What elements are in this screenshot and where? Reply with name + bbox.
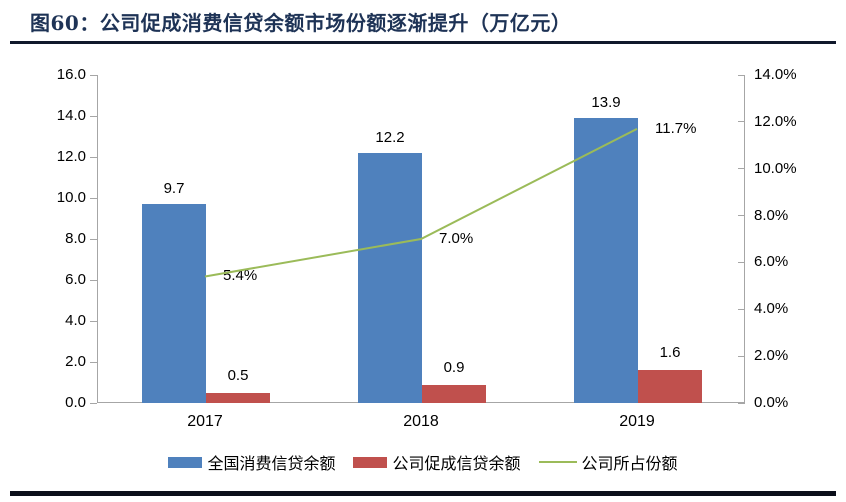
right-axis-tick-label: 0.0% — [754, 394, 789, 411]
figure-title: 图60：公司促成消费信贷余额市场份额逐渐提升（万亿元） — [30, 11, 572, 35]
line-value-label: 11.7% — [655, 119, 697, 137]
legend-item-market-share: 公司所占份额 — [538, 450, 678, 474]
left-axis-tick — [90, 156, 97, 158]
right-axis-tick-label: 10.0% — [754, 159, 797, 177]
right-axis-tick-label: 14.0% — [754, 66, 797, 83]
right-axis-tick — [738, 355, 745, 357]
bottom-rule — [10, 491, 836, 496]
x-axis-label: 2017 — [187, 413, 223, 430]
left-axis-tick — [90, 279, 97, 281]
bar-company-facilitated-credit — [638, 370, 702, 403]
left-axis-tick — [90, 361, 97, 363]
legend-label-company: 公司促成信贷余额 — [392, 454, 521, 473]
right-axis-tick — [738, 215, 745, 217]
right-axis-tick-label: 8.0% — [754, 206, 789, 224]
left-axis-tick-label: 10.0 — [56, 189, 86, 206]
bar-value-label: 9.7 — [163, 180, 185, 198]
right-axis-tick — [738, 261, 745, 263]
x-axis-label: 2019 — [619, 413, 655, 430]
line-value-label: 5.4% — [223, 267, 258, 285]
left-axis-tick — [90, 197, 97, 199]
right-axis-tick-label: 4.0% — [754, 300, 789, 318]
bar-value-label: 1.6 — [659, 344, 681, 362]
bar-national-consumer-credit — [142, 204, 206, 403]
right-axis-tick-label: 2.0% — [754, 347, 789, 365]
bar-company-facilitated-credit — [206, 392, 270, 403]
left-axis-tick-label: 14.0 — [56, 107, 86, 124]
left-axis-tick-label: 2.0 — [65, 353, 86, 370]
bar-value-label: 12.2 — [375, 128, 405, 146]
left-axis-tick — [90, 115, 97, 117]
right-axis-tick-label: 12.0% — [754, 112, 797, 130]
left-axis-tick-label: 12.0 — [56, 148, 86, 165]
chart-legend: 全国消费信贷余额 公司促成信贷余额 公司所占份额 — [0, 450, 846, 474]
left-axis-tick-label: 16.0 — [56, 66, 86, 83]
legend-label-national: 全国消费信贷余额 — [207, 454, 336, 473]
right-axis-tick — [738, 74, 745, 76]
left-axis-tick — [90, 320, 97, 322]
legend-item-company-credit: 公司促成信贷余额 — [353, 450, 521, 474]
legend-swatch-national — [168, 456, 203, 468]
x-axis-label: 2018 — [403, 413, 439, 430]
line-value-label: 7.0% — [439, 230, 474, 247]
left-axis-tick-label: 4.0 — [65, 312, 86, 329]
legend-label-share: 公司所占份额 — [581, 454, 678, 473]
legend-item-national-credit: 全国消费信贷余额 — [168, 450, 335, 474]
legend-swatch-company — [353, 456, 388, 468]
bar-value-label: 13.9 — [591, 94, 621, 112]
left-axis-tick-label: 8.0 — [65, 230, 86, 247]
right-axis-tick — [738, 308, 745, 310]
legend-swatch-share-line — [538, 461, 577, 463]
bar-value-label: 0.5 — [227, 366, 249, 384]
title-underline — [10, 41, 836, 44]
right-axis-tick-label: 6.0% — [754, 253, 789, 271]
right-axis-tick — [738, 402, 745, 404]
left-axis-tick-label: 6.0 — [65, 271, 86, 288]
right-axis-tick — [738, 168, 745, 170]
bar-value-label: 0.9 — [443, 358, 465, 376]
right-axis-tick — [738, 121, 745, 123]
left-axis-tick-label: 0.0 — [65, 394, 86, 411]
left-axis-tick — [90, 74, 97, 76]
left-axis-tick — [90, 238, 97, 240]
left-axis-tick — [90, 402, 97, 404]
bar-company-facilitated-credit — [422, 384, 486, 403]
